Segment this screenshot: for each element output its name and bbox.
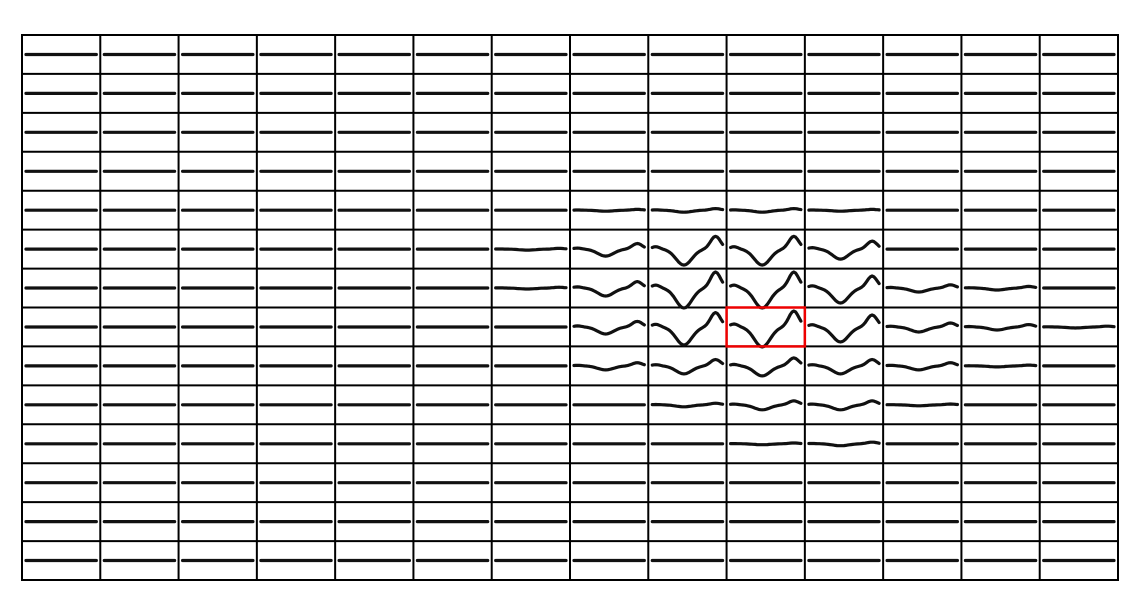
waveform [650, 234, 725, 267]
waveform [494, 246, 568, 252]
waveform [885, 321, 959, 334]
waveform [807, 313, 881, 344]
highlighted-cell [725, 306, 807, 348]
waveform [963, 323, 1038, 332]
waveform [572, 280, 646, 298]
waveform [572, 207, 646, 213]
waveform [729, 207, 803, 214]
waveform [807, 357, 881, 376]
waveform [650, 357, 725, 376]
waveform [494, 285, 568, 291]
waveform [572, 361, 646, 372]
waveform [572, 319, 646, 336]
waveform [807, 440, 881, 448]
waveform [807, 207, 881, 213]
waveform [885, 283, 959, 294]
waveform [885, 402, 959, 408]
waveform [807, 399, 881, 412]
waveform [729, 270, 803, 310]
waveform [729, 399, 803, 412]
waveform [650, 270, 725, 310]
waveform [729, 309, 803, 349]
waveform [729, 234, 803, 267]
waveform [729, 441, 803, 447]
waveform [963, 363, 1038, 369]
waveform [1042, 324, 1116, 330]
waveform [650, 311, 725, 347]
waveform [963, 284, 1038, 292]
waveform [650, 207, 725, 214]
waveform [572, 241, 646, 258]
waveform [807, 274, 881, 305]
waveform [650, 401, 725, 409]
waveform [807, 239, 881, 261]
waveform [729, 356, 803, 378]
waveform [885, 361, 959, 372]
